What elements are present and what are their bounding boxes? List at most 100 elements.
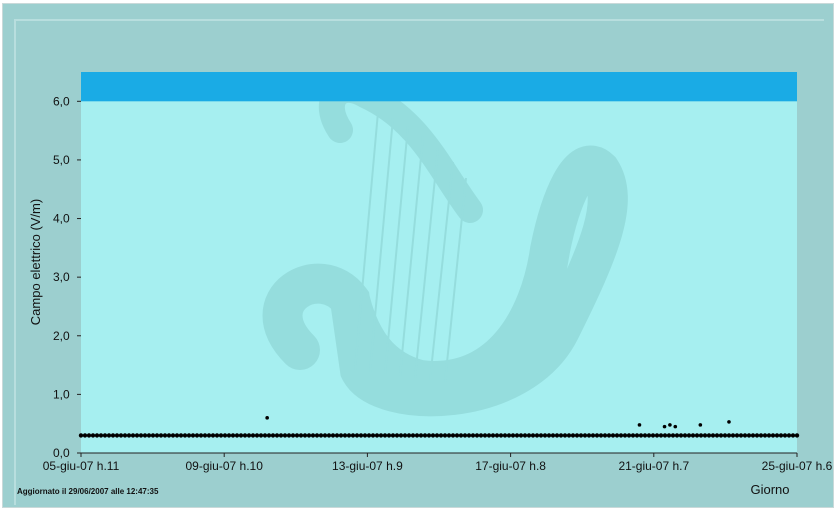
- data-point: [586, 433, 592, 438]
- data-point: [166, 433, 172, 438]
- data-point: [498, 433, 504, 438]
- data-point: [98, 433, 104, 438]
- data-point-outlier: [698, 423, 703, 427]
- data-point: [434, 433, 440, 438]
- data-point: [414, 433, 420, 438]
- data-point: [190, 433, 196, 438]
- data-point: [690, 433, 696, 438]
- data-point: [134, 433, 140, 438]
- data-point: [142, 433, 148, 438]
- data-point-outlier: [727, 420, 731, 424]
- updated-timestamp: Aggiornato il 29/06/2007 alle 12:47:35: [17, 487, 159, 496]
- data-point: [582, 433, 588, 438]
- data-point: [730, 433, 736, 438]
- data-point: [90, 433, 96, 438]
- data-point: [406, 433, 412, 438]
- data-point: [174, 433, 180, 438]
- y-axis: 0,0 1,0 2,0 3,0 4,0 5,0 6,0: [53, 94, 81, 460]
- data-point: [426, 433, 432, 438]
- data-point: [162, 433, 168, 438]
- data-point: [386, 433, 392, 438]
- frame-inner-border: [14, 19, 824, 505]
- data-point: [618, 433, 624, 438]
- y-axis-title: Campo elettrico (V/m): [28, 199, 43, 325]
- data-point: [718, 433, 724, 438]
- data-point: [526, 433, 532, 438]
- data-point: [790, 433, 796, 438]
- data-point: [686, 433, 692, 438]
- data-point: [590, 433, 596, 438]
- y-tick-label: 6,0: [53, 94, 70, 108]
- data-point: [610, 433, 616, 438]
- data-point: [502, 433, 508, 438]
- data-point: [110, 433, 116, 438]
- data-point: [454, 433, 460, 438]
- data-point: [358, 433, 364, 438]
- x-tick-label: 05-giu-07 h.11: [43, 459, 120, 473]
- data-point: [158, 433, 164, 438]
- data-point: [714, 433, 720, 438]
- data-point: [218, 433, 224, 438]
- data-point: [246, 433, 252, 438]
- data-point: [178, 433, 184, 438]
- data-point: [578, 433, 584, 438]
- data-point: [194, 433, 200, 438]
- data-point: [102, 433, 108, 438]
- data-point: [130, 433, 136, 438]
- data-point: [342, 433, 348, 438]
- data-point: [506, 433, 512, 438]
- data-point-outlier: [668, 423, 672, 427]
- data-point: [330, 433, 336, 438]
- data-point: [514, 433, 520, 438]
- data-point: [438, 433, 444, 438]
- data-point: [222, 433, 228, 438]
- data-point: [486, 433, 492, 438]
- data-point: [470, 433, 476, 438]
- data-point: [286, 433, 292, 438]
- data-point: [302, 433, 308, 438]
- x-tick-label: 17-giu-07 h.8: [475, 459, 546, 473]
- data-point: [234, 433, 240, 438]
- data-point: [306, 433, 312, 438]
- data-point: [706, 433, 712, 438]
- data-point: [398, 433, 404, 438]
- data-point: [266, 433, 272, 438]
- data-point: [450, 433, 456, 438]
- data-point: [558, 433, 564, 438]
- data-point: [290, 433, 296, 438]
- data-point: [630, 433, 636, 438]
- y-tick-label: 3,0: [53, 270, 70, 284]
- data-point: [318, 433, 324, 438]
- data-point: [198, 433, 204, 438]
- data-point-outlier: [265, 416, 269, 420]
- data-point: [766, 433, 772, 438]
- data-point: [382, 433, 388, 438]
- data-point: [770, 433, 776, 438]
- data-point: [750, 433, 756, 438]
- data-point: [626, 433, 632, 438]
- data-point: [378, 433, 384, 438]
- data-point: [146, 433, 152, 438]
- data-point: [554, 433, 560, 438]
- data-point: [534, 433, 540, 438]
- x-tick-label: 25-giu-07 h.6: [762, 459, 833, 473]
- data-point: [446, 433, 452, 438]
- data-point: [782, 433, 788, 438]
- data-point: [310, 433, 316, 438]
- data-point: [442, 433, 448, 438]
- data-point: [314, 433, 320, 438]
- data-points: [78, 416, 800, 438]
- data-point: [654, 433, 660, 438]
- data-point: [662, 433, 668, 438]
- data-point: [490, 433, 496, 438]
- data-point: [482, 433, 488, 438]
- data-point: [214, 433, 220, 438]
- y-tick-label: 1,0: [53, 387, 70, 401]
- y-tick-label: 0,0: [53, 446, 70, 460]
- data-point: [762, 433, 768, 438]
- y-tick-label: 5,0: [53, 153, 70, 167]
- data-point: [634, 433, 640, 438]
- data-point: [542, 433, 548, 438]
- data-point: [794, 433, 800, 438]
